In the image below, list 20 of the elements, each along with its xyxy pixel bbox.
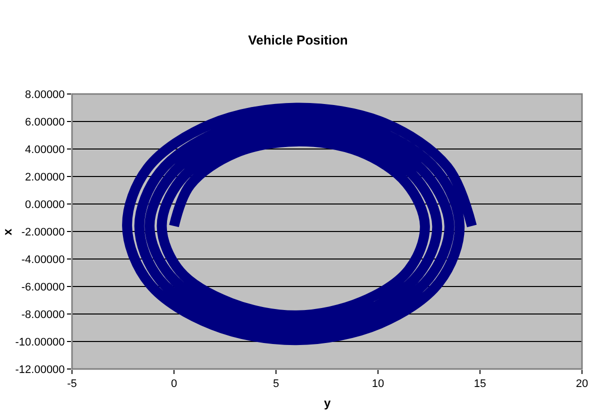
x-tick-label: 20 (576, 378, 588, 390)
y-tick-label: -6.00000 (21, 281, 65, 294)
y-tick-label: 4.00000 (25, 144, 65, 156)
y-axis-title: x (0, 228, 14, 236)
y-tick-label: 6.00000 (25, 116, 65, 128)
x-tick-label: -5 (67, 378, 77, 390)
x-tick-label: 15 (474, 378, 486, 390)
chart-title: Vehicle Position (248, 32, 348, 48)
y-tick-label: -4.00000 (21, 254, 65, 266)
y-tick-label: -2.00000 (21, 226, 65, 238)
y-tick-label: 0.00000 (25, 198, 65, 211)
y-tick-label: 2.00000 (25, 171, 65, 184)
x-tick-label: 10 (372, 378, 384, 390)
y-tick-label: -12.00000 (15, 364, 65, 376)
y-tick-label: -10.00000 (15, 336, 65, 348)
y-tick-label: -8.00000 (21, 308, 65, 321)
x-axis-title: y (324, 396, 331, 410)
x-tick-label: 0 (170, 378, 178, 390)
x-tick-label: 5 (272, 378, 280, 390)
y-tick-label: 8.00000 (25, 88, 65, 101)
